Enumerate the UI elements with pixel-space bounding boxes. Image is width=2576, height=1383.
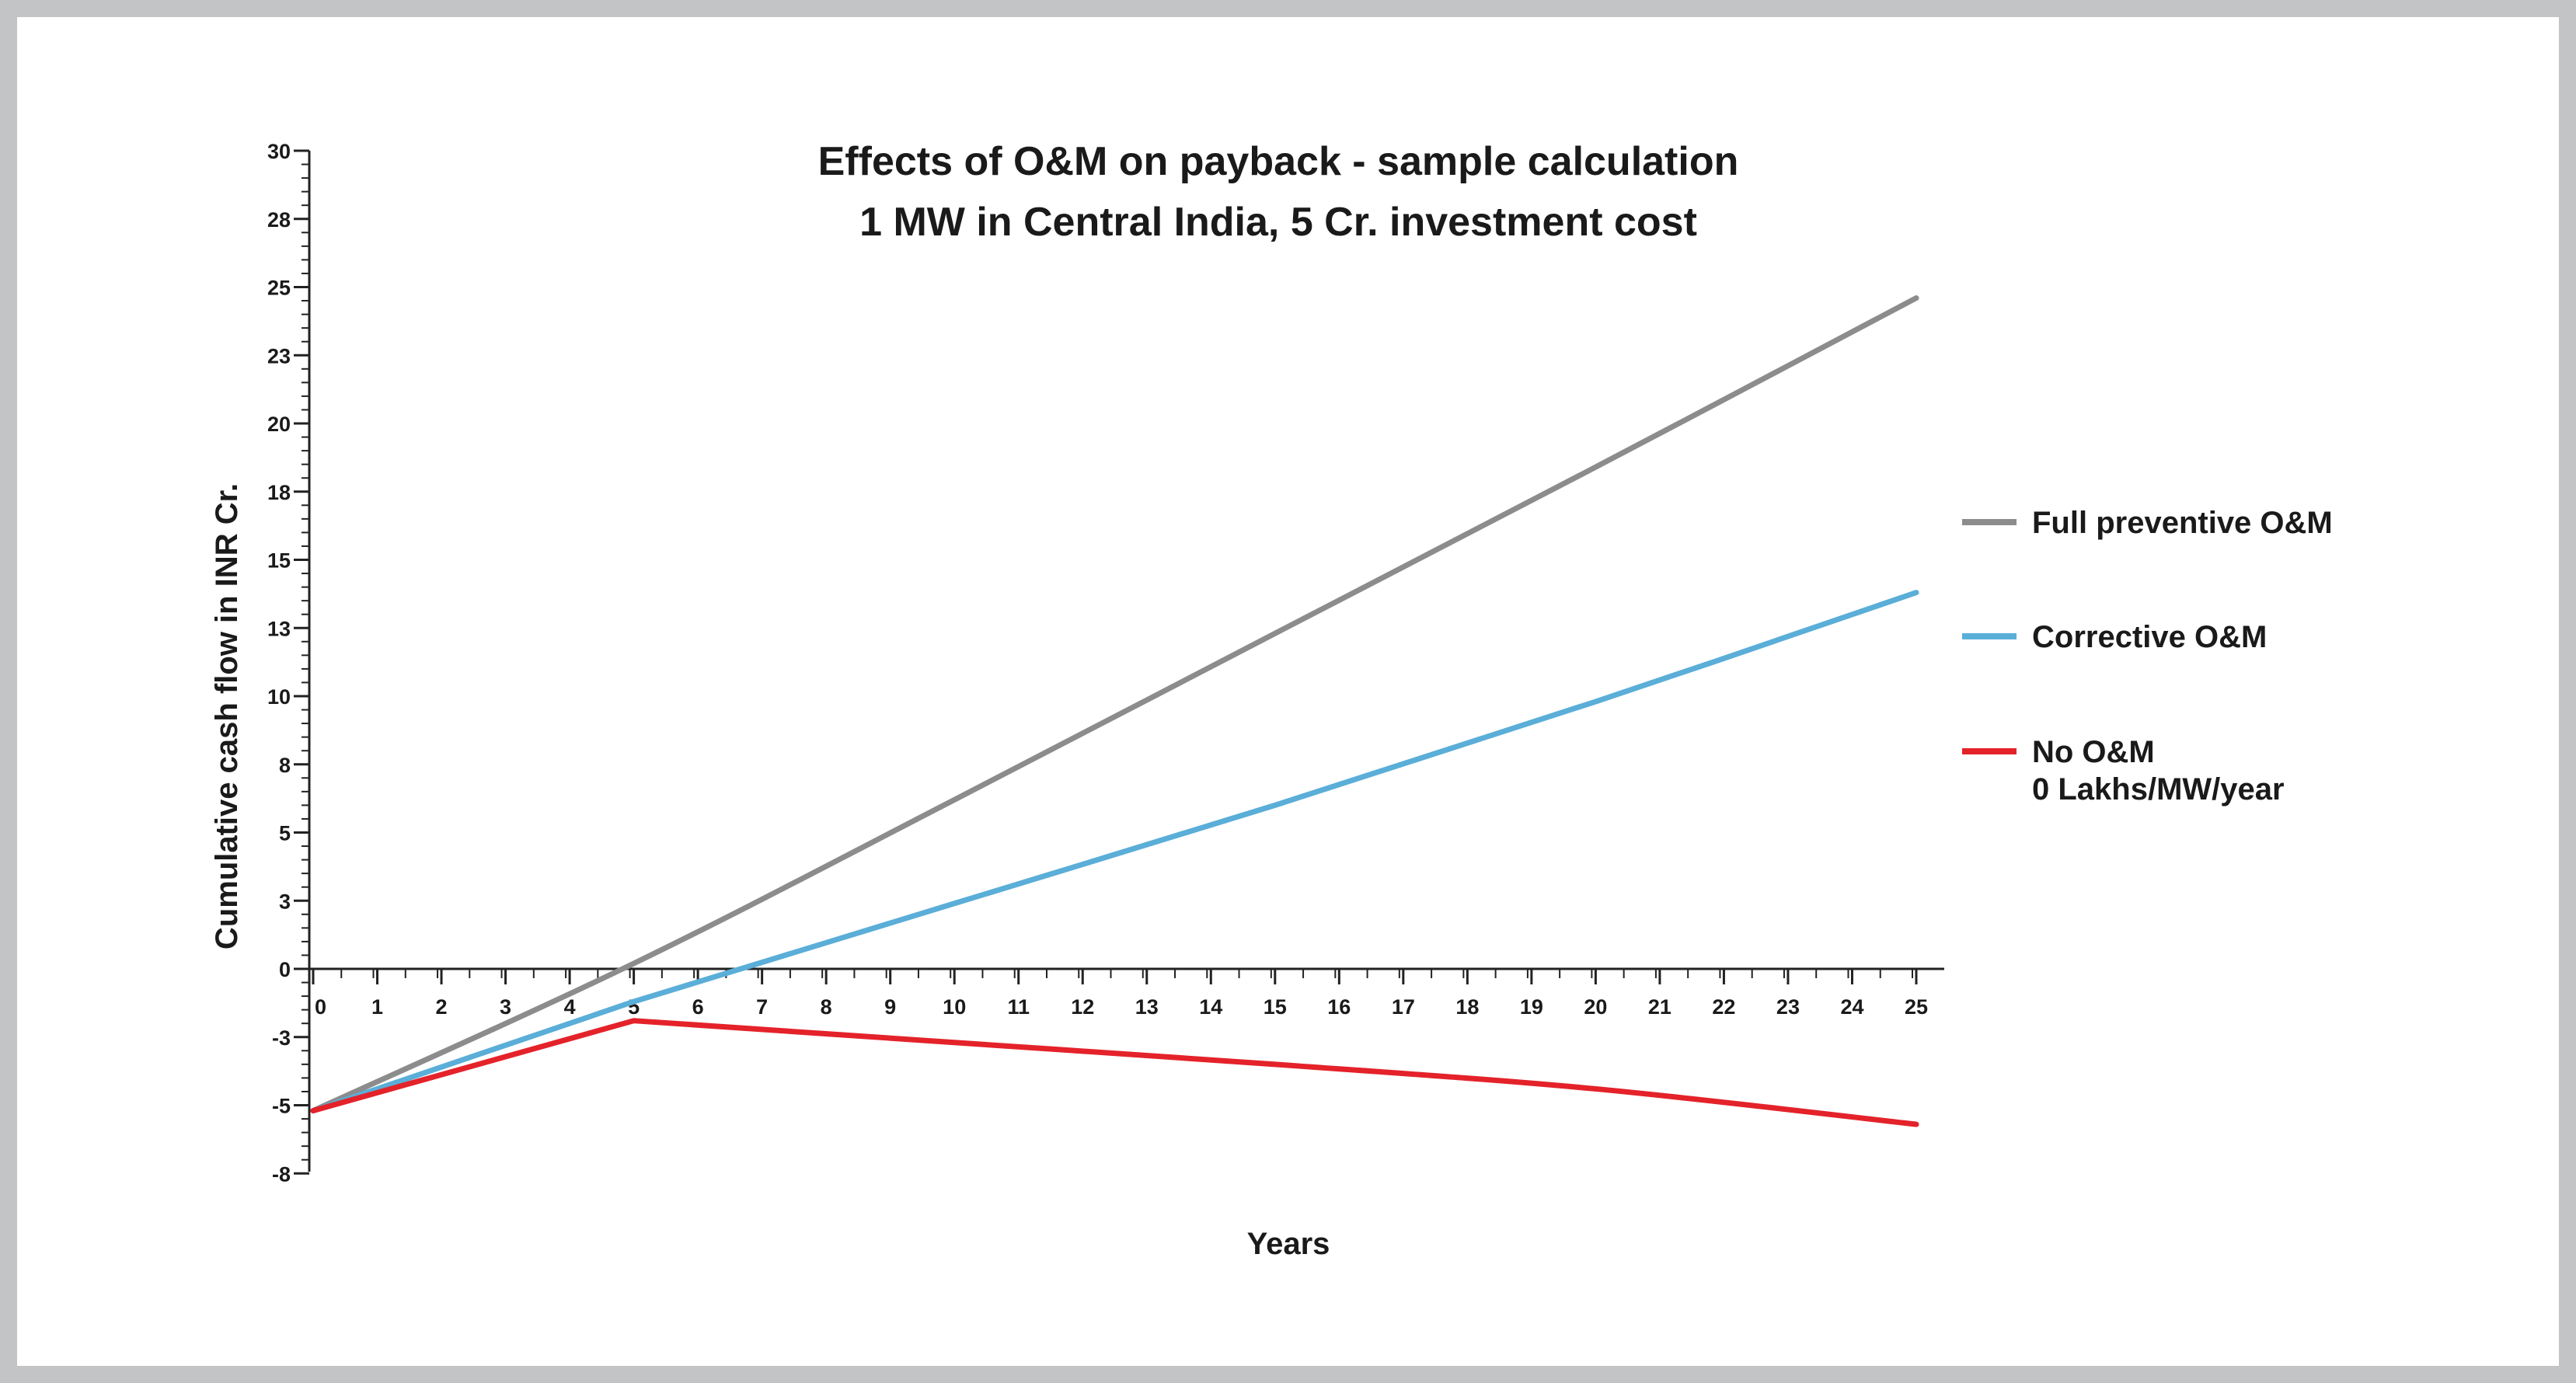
y-tick-label: 10 <box>267 685 291 709</box>
x-tick-label: 16 <box>1327 995 1351 1019</box>
legend-label: Corrective O&M <box>2032 620 2267 654</box>
x-tick-label: 18 <box>1455 995 1479 1019</box>
legend: Full preventive O&M Corrective O&M No O&M0… <box>1962 506 2333 806</box>
x-tick-label: 1 <box>371 995 383 1019</box>
x-tick-label: 7 <box>756 995 768 1019</box>
x-tick-label: 20 <box>1584 995 1607 1019</box>
series-lines <box>310 295 1919 1127</box>
y-tick-label: 23 <box>267 344 291 368</box>
series-line-2 <box>310 590 1919 1114</box>
y-tick-label: 8 <box>279 754 291 777</box>
chart-title: Effects of O&M on payback - sample calcu… <box>818 139 1739 184</box>
x-tick-label: 22 <box>1712 995 1735 1019</box>
x-tick-label: 2 <box>436 995 448 1019</box>
x-tick-label: 24 <box>1840 995 1863 1019</box>
x-tick-label: 21 <box>1648 995 1671 1019</box>
x-tick-label: 12 <box>1071 995 1094 1019</box>
series-line-3 <box>310 1018 1919 1127</box>
x-tick-label: 13 <box>1135 995 1159 1019</box>
x-tick-label: 9 <box>884 995 896 1019</box>
y-tick-label: 18 <box>267 481 291 504</box>
y-tick-label: 3 <box>279 890 291 913</box>
y-axis-title: Cumulative cash flow in INR Cr. <box>210 483 244 949</box>
y-tick-label: -8 <box>272 1162 291 1186</box>
y-tick-label: 28 <box>267 208 291 232</box>
legend-label: Full preventive O&M <box>2032 506 2333 540</box>
y-tick-label: 30 <box>267 140 291 163</box>
legend-label: No O&M <box>2032 735 2155 769</box>
x-tick-label: 17 <box>1392 995 1415 1019</box>
y-tick-label: -5 <box>272 1095 291 1118</box>
x-tick-label: 8 <box>821 995 832 1019</box>
x-axis-title: Years <box>1247 1227 1330 1261</box>
chart-subtitle: 1 MW in Central India, 5 Cr. investment … <box>859 200 1697 245</box>
x-tick-label: 3 <box>500 995 511 1019</box>
x-axis: 0 1 2 3 4 5 6 7 8 9 10 11 12 13 14 15 16 17 18 19 20 21 22 23 24… <box>309 967 1944 1019</box>
x-tick-label: 15 <box>1264 995 1287 1019</box>
chart: Effects of O&M on payback - sample calcu… <box>210 139 2333 1261</box>
y-tick-label: -3 <box>272 1026 291 1050</box>
y-tick-label: 13 <box>267 617 291 640</box>
x-tick-label: 11 <box>1007 995 1030 1019</box>
x-tick-label: 14 <box>1199 995 1222 1019</box>
x-tick-label: 19 <box>1520 995 1543 1019</box>
series-line-1 <box>310 295 1919 1114</box>
x-tick-label: 6 <box>692 995 704 1019</box>
x-tick-label: 23 <box>1776 995 1800 1019</box>
chart-frame: Effects of O&M on payback - sample calcu… <box>17 17 2559 1366</box>
y-tick-label: 20 <box>267 413 291 436</box>
legend-label-line2: 0 Lakhs/MW/year <box>2032 772 2285 806</box>
y-tick-label: 0 <box>279 958 291 981</box>
x-tick-label: 0 <box>315 995 326 1019</box>
x-tick-label: 4 <box>564 995 576 1019</box>
x-tick-label: 10 <box>943 995 966 1019</box>
y-tick-label: 25 <box>267 277 291 300</box>
y-tick-label: 5 <box>279 822 291 845</box>
x-tick-label: 25 <box>1905 995 1928 1019</box>
y-tick-label: 15 <box>267 549 291 573</box>
